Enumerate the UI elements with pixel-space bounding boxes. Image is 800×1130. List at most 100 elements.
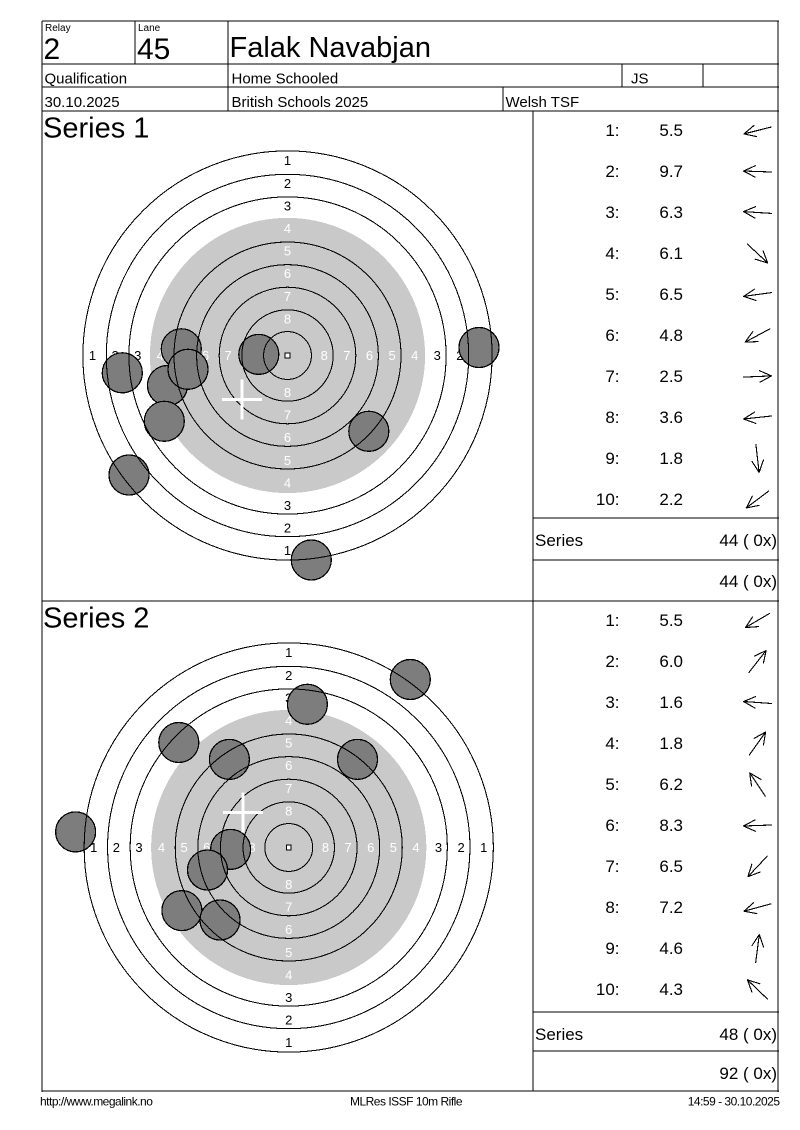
svg-text:9:: 9: [605,939,619,958]
svg-text:Falak Navabjan: Falak Navabjan [230,32,432,64]
svg-text:Relay: Relay [45,23,71,34]
svg-text:MLRes ISSF 10m Rifle: MLRes ISSF 10m Rifle [350,1095,463,1109]
svg-text:3: 3 [434,348,441,363]
svg-text:1: 1 [284,543,291,558]
svg-text:3: 3 [134,348,141,363]
svg-text:1: 1 [285,1035,292,1050]
svg-text:4: 4 [157,348,164,363]
svg-text:3.6: 3.6 [659,408,683,427]
svg-text:1.8: 1.8 [659,449,683,468]
svg-text:1.8: 1.8 [659,734,683,753]
svg-text:8: 8 [248,840,255,855]
svg-text:8: 8 [285,803,292,818]
svg-text:3: 3 [284,198,291,213]
svg-text:Series: Series [535,1025,583,1044]
svg-text:4.6: 4.6 [659,939,683,958]
svg-text:8:: 8: [605,898,619,917]
svg-text:5:: 5: [605,775,619,794]
svg-text:2: 2 [44,33,61,66]
svg-text:2:: 2: [605,162,619,181]
svg-text:1: 1 [89,348,96,363]
svg-text:Home Schooled: Home Schooled [232,70,339,87]
svg-text:6: 6 [285,922,292,937]
svg-text:8: 8 [284,311,291,326]
svg-text:10:: 10: [596,490,620,509]
svg-text:8: 8 [285,877,292,892]
svg-text:4.8: 4.8 [659,326,683,345]
svg-text:http://www.megalink.no: http://www.megalink.no [40,1095,153,1109]
svg-text:2:: 2: [605,652,619,671]
svg-text:4: 4 [284,475,291,490]
svg-text:6: 6 [366,348,373,363]
svg-text:1: 1 [90,840,97,855]
svg-text:Qualification: Qualification [45,70,128,87]
svg-text:14:59 - 30.10.2025: 14:59 - 30.10.2025 [688,1095,781,1109]
svg-text:4:: 4: [605,244,619,263]
svg-text:4: 4 [412,840,419,855]
svg-text:6: 6 [202,348,209,363]
svg-text:5:: 5: [605,285,619,304]
svg-text:6.3: 6.3 [659,203,683,222]
svg-text:7:: 7: [605,367,619,386]
svg-text:1: 1 [284,153,291,168]
svg-text:9:: 9: [605,449,619,468]
svg-text:8: 8 [321,348,328,363]
svg-text:5: 5 [284,244,291,259]
svg-text:6: 6 [284,266,291,281]
svg-text:7:: 7: [605,857,619,876]
svg-text:4: 4 [158,840,165,855]
svg-text:6.5: 6.5 [659,857,683,876]
svg-text:7: 7 [285,900,292,915]
svg-text:5: 5 [285,736,292,751]
svg-text:8: 8 [284,385,291,400]
svg-text:4:: 4: [605,734,619,753]
svg-text:7.2: 7.2 [659,898,683,917]
svg-text:5: 5 [388,348,395,363]
svg-text:7: 7 [285,781,292,796]
svg-text:7: 7 [343,348,350,363]
svg-text:3:: 3: [605,203,619,222]
svg-text:6:: 6: [605,326,619,345]
svg-text:7: 7 [284,289,291,304]
svg-text:2: 2 [284,176,291,191]
svg-text:30.10.2025: 30.10.2025 [45,94,120,111]
svg-text:1:: 1: [605,611,619,630]
svg-text:1: 1 [285,645,292,660]
svg-text:45: 45 [137,33,170,66]
svg-text:6.0: 6.0 [659,652,683,671]
svg-text:9.7: 9.7 [659,162,683,181]
svg-text:6.5: 6.5 [659,285,683,304]
svg-text:5: 5 [390,840,397,855]
svg-text:4: 4 [284,221,291,236]
svg-text:1.6: 1.6 [659,693,683,712]
svg-text:6: 6 [284,430,291,445]
svg-text:1:: 1: [605,121,619,140]
svg-text:2: 2 [285,1013,292,1028]
svg-text:2.2: 2.2 [659,490,683,509]
svg-text:2: 2 [113,840,120,855]
svg-text:3: 3 [435,840,442,855]
svg-text:British Schools 2025: British Schools 2025 [232,94,369,111]
svg-text:7: 7 [284,408,291,423]
svg-text:Series 2: Series 2 [43,602,149,634]
svg-text:8: 8 [322,840,329,855]
svg-text:7: 7 [224,348,231,363]
svg-text:JS: JS [631,70,649,87]
svg-text:6:: 6: [605,816,619,835]
svg-text:3: 3 [285,990,292,1005]
svg-text:3:: 3: [605,693,619,712]
svg-text:Series 1: Series 1 [43,112,149,144]
svg-text:6: 6 [203,840,210,855]
svg-text:Lane: Lane [138,23,161,34]
svg-text:4: 4 [285,713,292,728]
svg-text:4: 4 [411,348,418,363]
svg-text:5: 5 [284,453,291,468]
svg-text:2: 2 [284,521,291,536]
svg-text:2: 2 [458,840,465,855]
svg-text:10:: 10: [596,980,620,999]
svg-text:5.5: 5.5 [659,121,683,140]
svg-text:6.2: 6.2 [659,775,683,794]
svg-text:92 ( 0x): 92 ( 0x) [719,1064,777,1083]
svg-text:3: 3 [135,840,142,855]
svg-text:2: 2 [456,348,463,363]
